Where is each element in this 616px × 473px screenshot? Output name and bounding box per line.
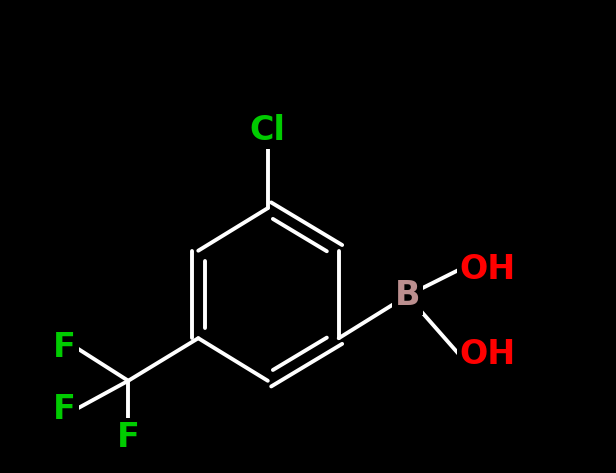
Text: B: B (395, 279, 420, 312)
Text: F: F (117, 421, 140, 454)
Text: Cl: Cl (250, 114, 286, 147)
Text: F: F (54, 393, 76, 426)
Text: OH: OH (460, 338, 516, 371)
Text: F: F (54, 331, 76, 364)
Text: OH: OH (460, 253, 516, 286)
